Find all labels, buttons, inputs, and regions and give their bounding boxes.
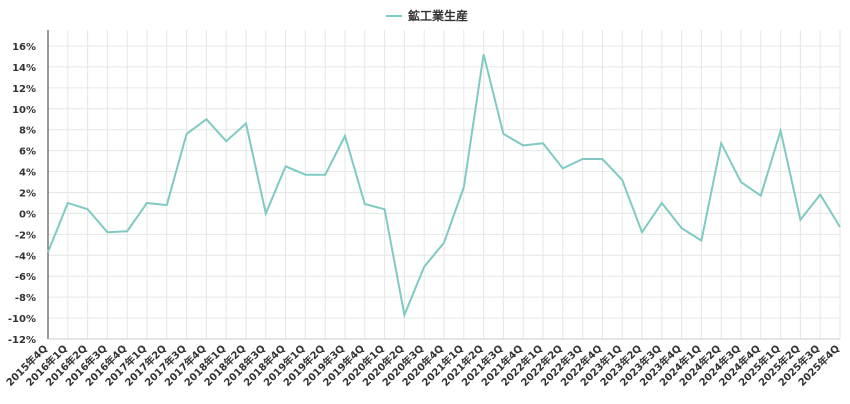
y-tick-label: -6% [15,272,36,283]
y-tick-label: 10% [12,105,36,116]
y-tick-label: 8% [19,126,36,137]
y-tick-label: -4% [15,251,36,262]
y-tick-label: 6% [19,147,36,158]
y-tick-label: -10% [8,314,36,325]
y-tick-label: 0% [19,209,36,220]
y-tick-label: -12% [8,335,36,346]
legend-label: 鉱工業生産 [408,8,468,23]
y-tick-label: 4% [19,168,36,179]
y-tick-label: 16% [12,42,36,53]
y-tick-label: -2% [15,230,36,241]
y-tick-label: 14% [12,63,36,74]
series-line [47,54,841,319]
y-tick-label: 12% [12,84,36,95]
y-tick-label: 2% [19,189,36,200]
y-tick-label: -8% [15,293,36,304]
